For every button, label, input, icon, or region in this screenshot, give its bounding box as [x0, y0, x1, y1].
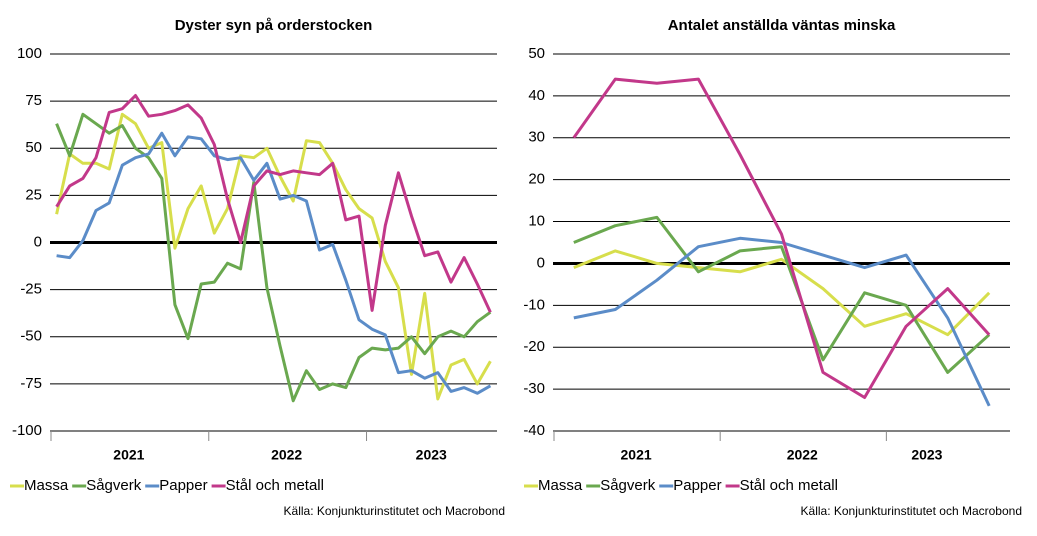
x-tick-label: 2022 [787, 447, 818, 463]
line [573, 215, 991, 374]
y-tick-label: 50 [25, 139, 42, 156]
y-tick-label: -75 [20, 375, 42, 392]
line [572, 77, 991, 399]
legend-label: Massa [24, 477, 69, 494]
y-tick-label: 25 [25, 186, 42, 203]
y-tick-label: 20 [528, 171, 545, 188]
chart-title: Antalet anställda väntas minska [668, 17, 896, 34]
y-tick-label: -20 [523, 338, 545, 355]
y-tick-label: -40 [523, 422, 545, 439]
legend-label: Massa [538, 477, 583, 494]
line [56, 131, 492, 395]
x-tick-label: 2022 [271, 447, 302, 463]
y-tick-label: 75 [25, 92, 42, 109]
y-tick-label: -100 [12, 422, 42, 439]
legend-label: Papper [159, 477, 207, 494]
legend-label: Sågverk [600, 477, 656, 494]
line [573, 249, 991, 337]
y-tick-label: 10 [528, 213, 545, 230]
legend-label: Sågverk [86, 477, 142, 494]
line [55, 112, 492, 403]
y-tick-label: 30 [528, 129, 545, 146]
y-tick-label: 0 [34, 233, 42, 250]
legend-label: Stål och metall [226, 477, 324, 494]
x-tick-label: 2021 [621, 447, 652, 463]
legend-label: Stål och metall [740, 477, 838, 494]
x-tick-label: 2023 [911, 447, 942, 463]
line [55, 112, 492, 401]
source-note: Källa: Konjunkturinstitutet och Macrobon… [801, 504, 1022, 518]
y-tick-label: -50 [20, 328, 42, 345]
y-tick-label: -30 [523, 380, 545, 397]
y-tick-label: 50 [528, 45, 545, 62]
line [573, 236, 991, 407]
line [55, 94, 492, 313]
y-tick-label: -25 [20, 281, 42, 298]
chart-title: Dyster syn på orderstocken [175, 17, 373, 34]
y-tick-label: 40 [528, 87, 545, 104]
y-tick-label: 100 [17, 45, 42, 62]
x-tick-label: 2021 [113, 447, 144, 463]
x-tick-label: 2023 [416, 447, 447, 463]
y-tick-label: -10 [523, 296, 545, 313]
legend-label: Papper [673, 477, 721, 494]
source-note: Källa: Konjunkturinstitutet och Macrobon… [284, 504, 505, 518]
y-tick-label: 0 [537, 254, 545, 271]
